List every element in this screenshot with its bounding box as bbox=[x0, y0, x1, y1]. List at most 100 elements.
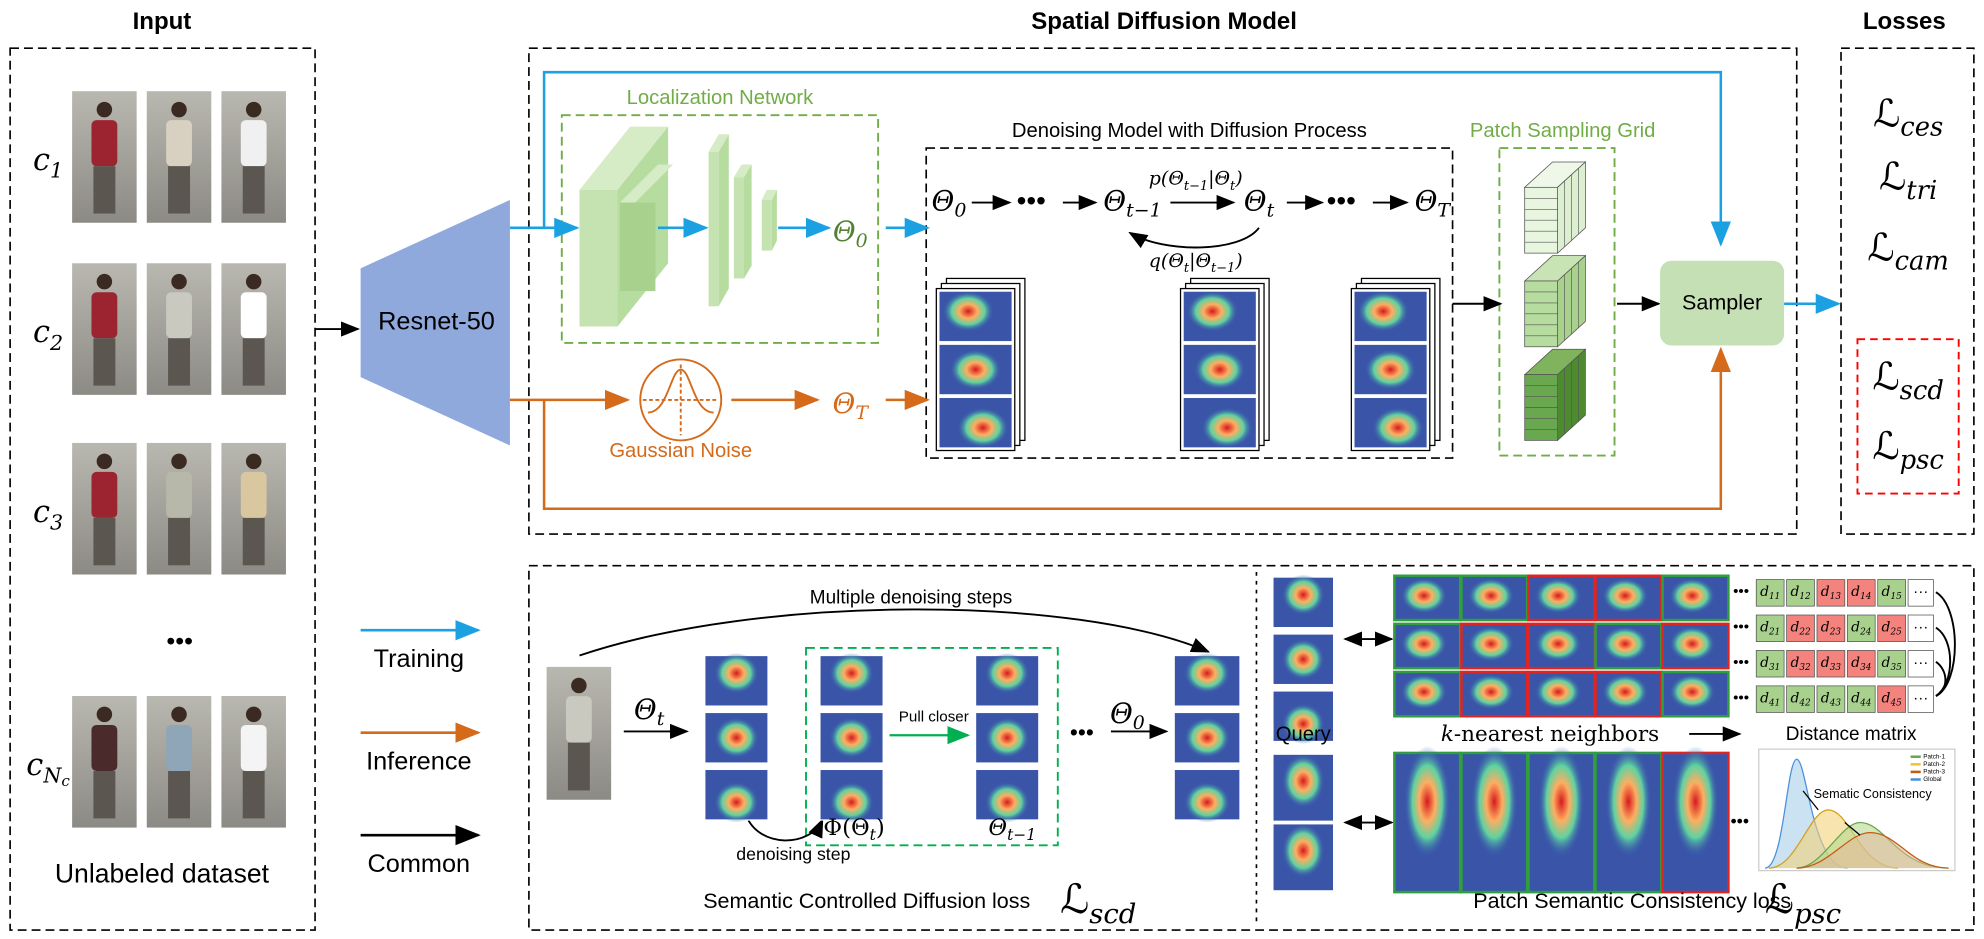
matrix-cell bbox=[1846, 685, 1876, 713]
math-part: d bbox=[1790, 620, 1799, 636]
loss-term: ℒscd bbox=[1060, 875, 1136, 930]
ellipsis: ••• bbox=[1733, 619, 1749, 636]
camera-label: c3 bbox=[33, 495, 63, 534]
loss-frame bbox=[1840, 47, 1975, 535]
math-part: 43 bbox=[1829, 698, 1842, 708]
annotation: Multiple denoising steps bbox=[810, 588, 1012, 609]
math-part: t bbox=[1267, 199, 1275, 221]
math-part: p(Θ bbox=[1149, 168, 1185, 190]
legend-label: Inference bbox=[366, 748, 471, 776]
matrix-cell bbox=[1786, 650, 1815, 678]
plot-annotation: Sematic Consistency bbox=[1814, 787, 1933, 801]
head bbox=[171, 101, 187, 118]
torso bbox=[91, 471, 118, 518]
heatmap bbox=[1182, 343, 1258, 396]
heat-blob bbox=[1282, 574, 1325, 616]
math-part: 1 bbox=[50, 158, 63, 182]
math-part: N bbox=[42, 763, 62, 787]
torso bbox=[240, 471, 267, 518]
heatmap bbox=[1393, 622, 1462, 670]
input-frame bbox=[9, 47, 316, 931]
heatmap bbox=[1173, 711, 1241, 764]
legs bbox=[242, 338, 265, 386]
matrix-entry: d11 bbox=[1760, 584, 1780, 601]
matrix-cell bbox=[1846, 579, 1876, 607]
matrix-entry: d13 bbox=[1821, 584, 1842, 601]
math-part: 31 bbox=[1769, 662, 1780, 672]
matrix-cell bbox=[1755, 579, 1785, 607]
torso bbox=[166, 120, 192, 167]
math-part: Θ bbox=[833, 214, 856, 247]
heatmap bbox=[1272, 823, 1335, 892]
ellipsis: ••• bbox=[166, 628, 193, 656]
matrix-cell bbox=[1786, 614, 1815, 642]
heatmap bbox=[938, 343, 1013, 396]
head bbox=[96, 273, 113, 290]
heat-blob bbox=[1201, 407, 1253, 448]
math-part: d bbox=[1760, 655, 1769, 671]
loss-term: ℒcam bbox=[1867, 225, 1949, 277]
math-part: T bbox=[855, 402, 869, 424]
reverse-prob: q(Θt|Θt−1) bbox=[1149, 250, 1243, 276]
matrix-cell bbox=[1877, 650, 1906, 678]
plot-legend: Patch-2 bbox=[1923, 761, 1945, 768]
torso bbox=[565, 696, 592, 743]
math-part: 32 bbox=[1799, 662, 1811, 672]
person-image bbox=[72, 695, 137, 828]
heatmap bbox=[1182, 290, 1258, 343]
spatial-frame bbox=[528, 47, 1798, 535]
heat-blob bbox=[1535, 626, 1582, 662]
heat-blob bbox=[1468, 626, 1515, 662]
math-part: |Θ bbox=[1189, 250, 1211, 272]
legs bbox=[168, 338, 191, 386]
heat-blob bbox=[1669, 674, 1716, 710]
math-part: ℒ bbox=[1879, 154, 1906, 198]
grid-frame bbox=[1498, 147, 1616, 457]
math-part: cam bbox=[1895, 247, 1949, 277]
math-part: 13 bbox=[1830, 592, 1842, 602]
matrix-entry: d33 bbox=[1821, 655, 1842, 672]
matrix-cell bbox=[1877, 685, 1906, 713]
math-part: 41 bbox=[1768, 698, 1780, 708]
heatmap bbox=[704, 711, 769, 764]
loss-term: ℒpsc bbox=[1872, 424, 1944, 476]
chain-node: Θt−1 bbox=[1103, 184, 1161, 221]
head bbox=[245, 453, 262, 470]
math-part: d bbox=[1851, 655, 1860, 671]
matrix-entry: d45 bbox=[1882, 691, 1903, 708]
math-part: t bbox=[657, 708, 665, 730]
math-part: d bbox=[1760, 584, 1769, 600]
heat-blob bbox=[1184, 652, 1231, 694]
heat-blob bbox=[714, 782, 759, 823]
heat-blob bbox=[985, 782, 1030, 823]
math-part: 25 bbox=[1889, 627, 1902, 637]
caption: k-nearest neighbors bbox=[1441, 722, 1659, 747]
heatmap bbox=[1393, 745, 1462, 894]
caption: Semantic Controlled Diffusion loss bbox=[703, 889, 1030, 913]
heat-blob bbox=[942, 291, 994, 332]
ellipsis: ••• bbox=[1733, 583, 1749, 600]
matrix-entry: d43 bbox=[1821, 691, 1842, 708]
section-title: Losses bbox=[1863, 8, 1946, 35]
heatmap bbox=[1661, 574, 1730, 622]
heatmap bbox=[974, 652, 1040, 707]
head bbox=[245, 273, 262, 290]
math-part: 2 bbox=[49, 330, 63, 354]
math-part: |Θ bbox=[1208, 168, 1230, 190]
heatmap bbox=[1182, 396, 1258, 449]
math-part: 24 bbox=[1859, 627, 1871, 637]
math-part: d bbox=[1821, 691, 1830, 707]
math-part: psc bbox=[1900, 445, 1944, 475]
math-part: Θ bbox=[833, 386, 856, 419]
heat-blob bbox=[1404, 745, 1451, 858]
matrix-cell bbox=[1816, 685, 1846, 713]
math-part: d bbox=[1790, 584, 1799, 600]
heat-blob bbox=[1194, 349, 1246, 390]
matrix-entry: d42 bbox=[1790, 691, 1811, 708]
matrix-cell bbox=[1816, 579, 1846, 607]
matrix-cell bbox=[1907, 614, 1934, 642]
caption: Distance matrix bbox=[1786, 724, 1917, 745]
matrix-entry: d21 bbox=[1760, 620, 1780, 637]
heatmap bbox=[1527, 670, 1596, 718]
chain-node: ••• bbox=[1017, 185, 1046, 216]
